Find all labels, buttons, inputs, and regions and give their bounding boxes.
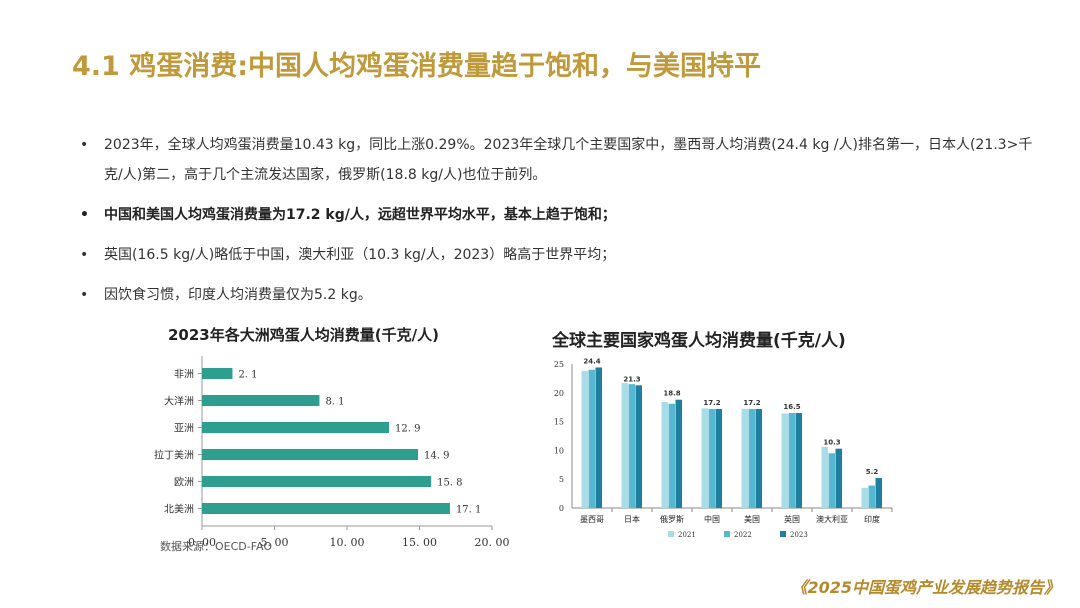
bar-2021 bbox=[741, 408, 748, 508]
category-label: 中国 bbox=[704, 514, 720, 524]
category-label: 俄罗斯 bbox=[660, 514, 684, 524]
data-label: 10.3 bbox=[823, 439, 840, 447]
legend-label: 2021 bbox=[678, 531, 696, 539]
continent-bar-chart: 非洲 2. 1 大洋洲 8. 1 亚洲 12. 9 拉丁美洲 14. 9 欧洲 15. 8 北美洲 1… bbox=[154, 356, 510, 549]
report-footer: 《2025中国蛋鸡产业发展趋势报告》 bbox=[791, 578, 1060, 597]
bullet-item: • 英国(16.5 kg/人)略低于中国，澳大利亚（10.3 kg/人，2023… bbox=[80, 240, 1040, 270]
category-label: 日本 bbox=[624, 514, 640, 524]
bar bbox=[202, 449, 419, 460]
bullet-text: 中国和美国人均鸡蛋消费量为17.2 kg/人，远超世界平均水平，基本上趋于饱和； bbox=[104, 207, 616, 223]
bar-2023 bbox=[675, 399, 682, 508]
data-label: 12. 9 bbox=[395, 424, 420, 435]
data-label: 24.4 bbox=[583, 357, 600, 365]
category-label: 非洲 bbox=[174, 369, 194, 381]
legend-swatch bbox=[780, 531, 786, 537]
category-label: 墨西哥 bbox=[580, 515, 604, 524]
bar-2021 bbox=[821, 446, 828, 508]
legend-label: 2023 bbox=[790, 531, 808, 539]
bar-2023 bbox=[835, 448, 842, 508]
continent-chart-title: 2023年各大洲鸡蛋人均消费量(千克/人) bbox=[168, 326, 439, 344]
y-tick-label: 10 bbox=[554, 446, 564, 455]
data-label: 16.5 bbox=[783, 403, 800, 411]
country-bar-chart: 0 5 10 15 20 25 24.4 墨西哥 21.3 日本 18.8 俄罗斯 17.2 中国 17.2… bbox=[554, 357, 893, 539]
bullet-item: • 中国和美国人均鸡蛋消费量为17.2 kg/人，远超世界平均水平，基本上趋于饱… bbox=[80, 200, 1040, 230]
data-label: 5.2 bbox=[866, 468, 879, 476]
bullet-dot: • bbox=[80, 247, 89, 263]
category-label: 英国 bbox=[784, 514, 800, 524]
bar-2021 bbox=[581, 370, 588, 508]
x-tick-label: 20. 00 bbox=[475, 536, 510, 549]
category-label: 亚洲 bbox=[174, 423, 194, 435]
bar-2022 bbox=[628, 384, 635, 508]
x-tick-label: 0. 00 bbox=[188, 536, 216, 549]
bar-2022 bbox=[748, 408, 755, 508]
data-label: 17.2 bbox=[703, 399, 720, 407]
legend-swatch bbox=[668, 531, 674, 537]
category-label: 美国 bbox=[744, 514, 760, 524]
data-label: 15. 8 bbox=[437, 478, 462, 489]
bullet-item: • 2023年，全球人均鸡蛋消费量10.43 kg，同比上涨0.29%。2023… bbox=[80, 130, 1040, 190]
data-label: 17.2 bbox=[743, 399, 760, 407]
bar-2021 bbox=[781, 413, 788, 508]
bar-2022 bbox=[668, 403, 675, 508]
bar-2022 bbox=[868, 485, 875, 508]
x-tick-label: 5. 00 bbox=[261, 536, 289, 549]
data-label: 14. 9 bbox=[424, 451, 449, 462]
data-source: 数据来源：OECD-FAO bbox=[160, 540, 273, 553]
bar-2021 bbox=[701, 408, 708, 508]
data-label: 2. 1 bbox=[238, 370, 257, 381]
bar-2023 bbox=[715, 408, 722, 508]
bar-2021 bbox=[661, 402, 668, 508]
data-label: 8. 1 bbox=[325, 397, 344, 408]
bar bbox=[202, 422, 390, 433]
data-label: 17. 1 bbox=[456, 505, 481, 516]
bullet-list: • 2023年，全球人均鸡蛋消费量10.43 kg，同比上涨0.29%。2023… bbox=[80, 130, 1040, 320]
bullet-dot: • bbox=[80, 287, 89, 303]
bar-2023 bbox=[755, 408, 762, 508]
data-label: 18.8 bbox=[663, 390, 680, 398]
category-label: 拉丁美洲 bbox=[154, 449, 194, 462]
bar-2022 bbox=[588, 369, 595, 508]
y-tick-label: 20 bbox=[554, 389, 564, 398]
bar-2022 bbox=[828, 453, 835, 508]
bar bbox=[202, 476, 432, 487]
bar-2022 bbox=[708, 408, 715, 508]
bar-2021 bbox=[621, 383, 628, 508]
x-tick-label: 10. 00 bbox=[330, 536, 365, 549]
category-label: 澳大利亚 bbox=[816, 514, 848, 524]
bar-2023 bbox=[875, 478, 882, 508]
bullet-text: 因饮食习惯，印度人均消费量仅为5.2 kg。 bbox=[104, 287, 372, 303]
y-tick-label: 25 bbox=[554, 360, 564, 369]
bar-2022 bbox=[788, 412, 795, 508]
bar-2023 bbox=[595, 367, 602, 508]
legend-swatch bbox=[724, 531, 730, 537]
category-label: 北美洲 bbox=[164, 503, 194, 516]
bullet-text: 2023年，全球人均鸡蛋消费量10.43 kg，同比上涨0.29%。2023年全… bbox=[104, 137, 1033, 183]
x-tick-label: 15. 00 bbox=[402, 536, 437, 549]
y-tick-label: 5 bbox=[559, 475, 564, 484]
category-label: 印度 bbox=[864, 514, 880, 524]
bar bbox=[202, 368, 233, 379]
legend-label: 2022 bbox=[734, 531, 752, 539]
slide-title: 4.1 鸡蛋消费:中国人均鸡蛋消费量趋于饱和，与美国持平 bbox=[72, 51, 762, 82]
bullet-dot: • bbox=[80, 137, 89, 153]
bullet-text: 英国(16.5 kg/人)略低于中国，澳大利亚（10.3 kg/人，2023）略… bbox=[104, 247, 616, 263]
bar-2023 bbox=[635, 385, 642, 508]
bullet-item: • 因饮食习惯，印度人均消费量仅为5.2 kg。 bbox=[80, 280, 1040, 310]
y-tick-label: 15 bbox=[554, 418, 564, 427]
category-label: 大洋洲 bbox=[164, 395, 194, 408]
bar bbox=[202, 503, 450, 514]
bar-2021 bbox=[861, 487, 868, 508]
bullet-dot: • bbox=[80, 207, 89, 223]
bar bbox=[202, 395, 320, 406]
y-tick-label: 0 bbox=[559, 504, 564, 513]
data-label: 21.3 bbox=[623, 375, 640, 383]
country-chart-title: 全球主要国家鸡蛋人均消费量(千克/人) bbox=[552, 331, 846, 351]
bar-2023 bbox=[795, 412, 802, 508]
category-label: 欧洲 bbox=[174, 477, 194, 489]
